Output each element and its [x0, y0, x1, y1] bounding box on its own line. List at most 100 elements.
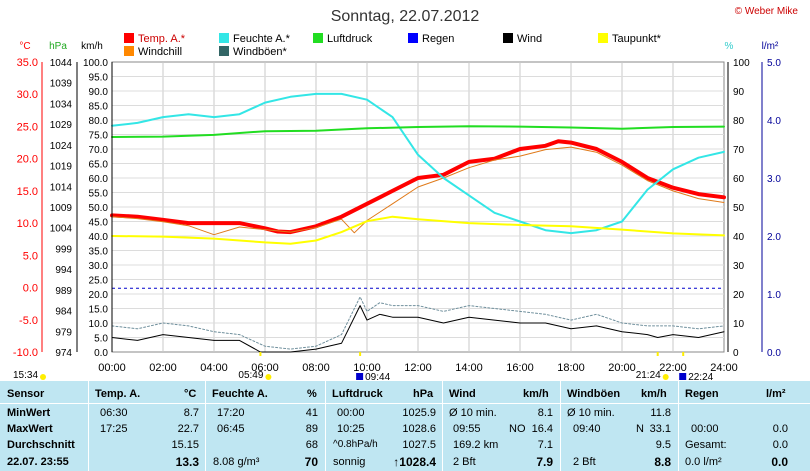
temp-tick-label: 5.0 — [23, 250, 38, 262]
feuchte-time: 17:20 — [217, 407, 245, 419]
plot-area — [110, 61, 726, 353]
pressure-tick-label: 1009 — [50, 203, 73, 214]
humidity-tick-label: 70 — [733, 145, 745, 156]
druck-time: 10:25 — [337, 423, 365, 435]
header-temp: Temp. A. — [95, 388, 141, 400]
wind-bft: 2 Bft — [453, 456, 476, 468]
wind-tick-label: 60.0 — [89, 174, 109, 185]
header-windboeen: Windböen — [567, 388, 621, 400]
rain-tick-label: 1.0 — [767, 290, 781, 301]
humidity-tick-label: 30 — [733, 261, 745, 272]
legend-label: Regen — [422, 33, 454, 45]
boeen-value: 9.5 — [655, 439, 671, 451]
header-luftdruck: Luftdruck — [332, 388, 383, 400]
legend-label: Luftdruck — [327, 33, 373, 45]
x-tick-label: 08:00 — [302, 362, 330, 374]
boeen-info: Ø 10 min. — [567, 407, 615, 419]
legend-swatch — [124, 33, 134, 43]
wind-tick-label: 70.0 — [89, 145, 109, 156]
wind-info: Ø 10 min. — [449, 407, 497, 419]
feuchte-value: 89 — [305, 423, 318, 435]
regen-time: 00:00 — [691, 423, 719, 435]
wind-tick-label: 5.0 — [94, 334, 108, 345]
wind-tick-label: 15.0 — [89, 305, 109, 316]
wind-tick-label: 95.0 — [89, 73, 109, 84]
legend-label: Taupunkt* — [612, 33, 662, 45]
temp-tick-label: 30.0 — [17, 89, 38, 101]
druck-value: 1025.9 — [402, 407, 436, 419]
wind-tick-label: 50.0 — [89, 203, 109, 214]
humidity-tick-label: 80 — [733, 116, 745, 127]
temp-value: 15.15 — [171, 439, 199, 451]
temp-tick-label: 35.0 — [17, 57, 38, 69]
wind-tick-label: 85.0 — [89, 102, 109, 113]
pressure-tick-label: 1014 — [50, 182, 73, 193]
rain-tick-label: 2.0 — [767, 232, 781, 243]
boeen-value: 33.1 — [649, 423, 671, 435]
humidity-tick-label: 0 — [733, 348, 739, 359]
rain-unit-label: l/m² — [762, 41, 779, 52]
pressure-tick-label: 1004 — [50, 224, 73, 235]
pressure-tick-label: 1039 — [50, 79, 73, 90]
wind-tick-label: 0.0 — [94, 348, 108, 359]
regen-value: 0.0 — [771, 455, 788, 469]
header-feuchte-unit: % — [307, 388, 317, 400]
temp-tick-label: 10.0 — [17, 218, 38, 230]
wind-tick-label: 90.0 — [89, 87, 109, 98]
humidity-unit-label: % — [725, 41, 734, 52]
druck-time: 00:00 — [337, 407, 365, 419]
temp-value: 8.7 — [183, 407, 199, 419]
x-tick-label: 02:00 — [149, 362, 177, 374]
pressure-tick-label: 1044 — [50, 58, 73, 69]
druck-trend: ^0.8hPa/h — [333, 439, 378, 450]
wind-tick-label: 30.0 — [89, 261, 109, 272]
wind-value: 8.1 — [537, 407, 553, 419]
wind-tick-label: 20.0 — [89, 290, 109, 301]
humidity-tick-label: 40 — [733, 232, 745, 243]
row-label: 22.07. 23:55 — [7, 456, 69, 468]
wind-time: 09:55 — [453, 423, 481, 435]
header-windboeen-unit: km/h — [641, 388, 667, 400]
boeen-time: 09:40 — [573, 423, 601, 435]
series-line-windchill — [111, 146, 725, 236]
series-line-taupunkt — [111, 215, 725, 245]
temp-time: 17:25 — [100, 423, 128, 435]
chart-title: Sonntag, 22.07.2012 — [331, 8, 480, 25]
wind-direction: NO — [509, 423, 526, 435]
feuchte-value: 68 — [305, 439, 318, 451]
x-tick-label: 10:00 — [353, 362, 381, 374]
regen-total-label: Gesamt: — [685, 439, 727, 451]
wind-tick-label: 80.0 — [89, 116, 109, 127]
wind-distance: 169.2 km — [453, 439, 499, 451]
humidity-tick-label: 100 — [733, 58, 750, 69]
humidity-tick-label: 90 — [733, 87, 745, 98]
weather-state: sonnig — [333, 456, 366, 468]
header-sensor: Sensor — [7, 388, 45, 400]
legend-label: Wind — [517, 33, 542, 45]
wind-tick-label: 55.0 — [89, 189, 109, 200]
x-tick-label: 06:00 — [251, 362, 279, 374]
time-marker-dot — [265, 374, 272, 380]
time-marker-label: 05:49 — [238, 370, 263, 380]
x-tick-label: 14:00 — [455, 362, 483, 374]
pressure-tick-label: 989 — [55, 286, 72, 297]
temp-value: 13.3 — [175, 455, 199, 469]
feuchte-abs: 8.08 g/m³ — [213, 456, 260, 468]
regen-value: 0.0 — [772, 439, 788, 451]
temp-value: 22.7 — [177, 423, 199, 435]
row-label: Durchschnitt — [7, 439, 75, 451]
pressure-tick-label: 1019 — [50, 162, 73, 173]
legend-label: Temp. A.* — [138, 33, 186, 45]
legend-swatch — [219, 46, 229, 56]
series-line-wind — [111, 305, 725, 353]
feuchte-value: 70 — [304, 455, 318, 469]
series-line-luftdruck — [111, 125, 725, 138]
wind-value: 16.4 — [531, 423, 553, 435]
humidity-tick-label: 60 — [733, 174, 745, 185]
humidity-tick-label: 20 — [733, 290, 745, 301]
wind-tick-label: 25.0 — [89, 276, 109, 287]
header-regen-unit: l/m² — [766, 388, 786, 400]
time-markers: 15:34 05:49 09:44 21:24 22:24 — [13, 352, 714, 380]
wind-tick-label: 10.0 — [89, 319, 109, 330]
